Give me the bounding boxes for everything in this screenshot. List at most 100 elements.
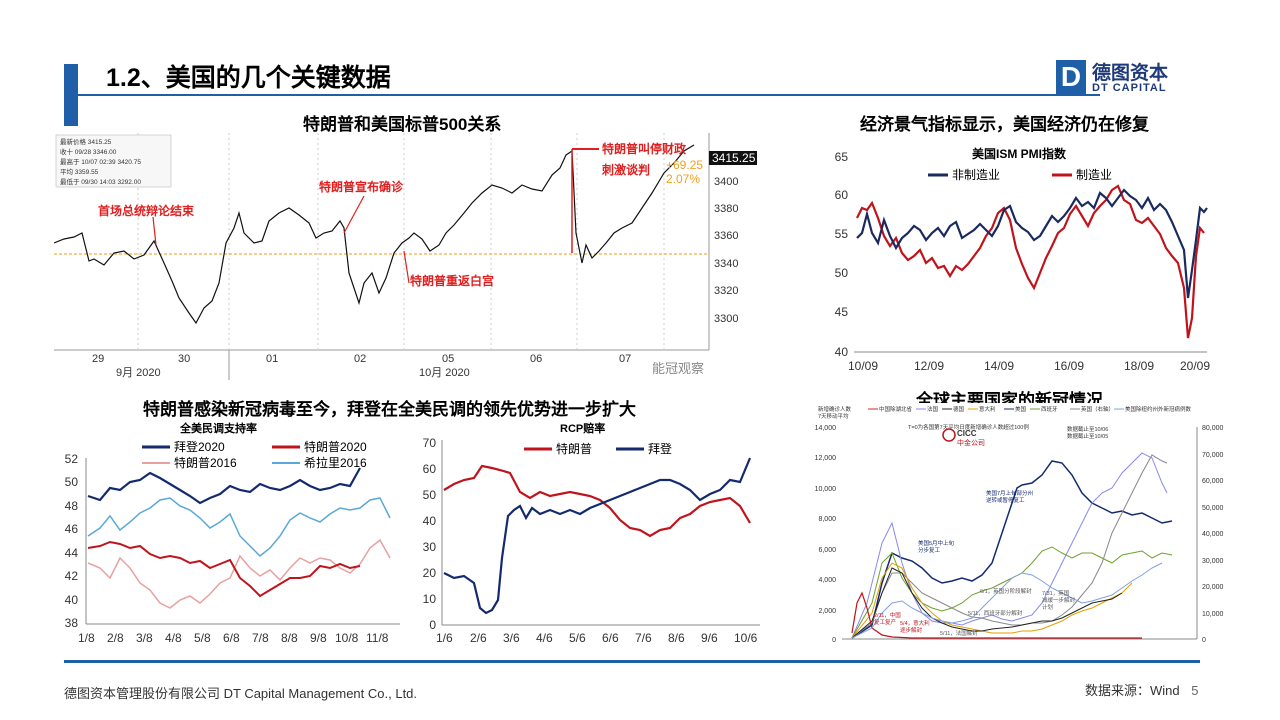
svg-text:6/8: 6/8 (223, 631, 240, 645)
svg-text:8/8: 8/8 (281, 631, 298, 645)
svg-text:12,000: 12,000 (815, 455, 837, 462)
annotation-stimulus-1: 特朗普叫停财政 (602, 141, 687, 156)
covid-annotation-italy: 5/4，意大利 (900, 619, 930, 627)
polls-title: 全美民调支持率 (179, 421, 257, 435)
svg-text:20: 20 (423, 566, 437, 580)
svg-text:45: 45 (835, 305, 849, 319)
svg-text:逐步解封: 逐步解封 (900, 626, 923, 634)
svg-text:5/11，法国解封: 5/11，法国解封 (940, 629, 978, 637)
svg-text:最低于 09/30 14:03 3292.00: 最低于 09/30 14:03 3292.00 (60, 177, 141, 186)
svg-text:逆转或暂停复工: 逆转或暂停复工 (986, 496, 1025, 504)
svg-text:复工复产: 复工复产 (874, 618, 897, 626)
svg-text:希拉里2016: 希拉里2016 (304, 455, 367, 470)
svg-text:11/8: 11/8 (366, 631, 389, 645)
svg-text:14/09: 14/09 (984, 359, 1014, 373)
svg-text:T=0为各国第7天平均日度新增确诊人数超过100例: T=0为各国第7天平均日度新增确诊人数超过100例 (908, 423, 1029, 431)
svg-text:中国除湖北省: 中国除湖北省 (879, 405, 913, 413)
covid-annotation-may: 美国5月中上旬 (918, 539, 955, 547)
legend-mfg: 制造业 (1076, 168, 1112, 182)
sp500-chart: 首场总统辩论结束 特朗普宣布确诊 特朗普重返白宫 特朗普叫停财政 刺激谈判 +6… (54, 133, 760, 380)
svg-text:意大利: 意大利 (979, 405, 996, 413)
svg-text:0: 0 (832, 637, 836, 644)
svg-text:10/8: 10/8 (335, 631, 359, 645)
svg-text:5/11，西班牙部分解封: 5/11，西班牙部分解封 (968, 609, 1023, 617)
svg-text:拜登2020: 拜登2020 (174, 439, 225, 454)
svg-text:特朗普2020: 特朗普2020 (304, 439, 367, 454)
svg-text:计划: 计划 (1042, 603, 1053, 611)
svg-text:西班牙: 西班牙 (1041, 405, 1058, 413)
svg-text:1/8: 1/8 (78, 631, 95, 645)
svg-text:平均 3359.55: 平均 3359.55 (60, 167, 99, 176)
svg-text:法国: 法国 (927, 405, 939, 413)
footer-company: 德图资本管理股份有限公司 DT Capital Management Co., … (64, 686, 418, 701)
svg-text:70: 70 (423, 436, 437, 450)
title-accent-bar (64, 64, 78, 126)
svg-text:50,000: 50,000 (1202, 505, 1224, 512)
rcp-odds-chart: RCP赔率 特朗普 拜登 70 60 50 40 30 20 10 0 1/6 … (423, 421, 760, 645)
svg-text:2/6: 2/6 (470, 631, 487, 645)
svg-text:52: 52 (65, 452, 79, 466)
svg-text:3300: 3300 (714, 313, 738, 325)
svg-text:20/09: 20/09 (1180, 359, 1210, 373)
pmi-inner-title: 美国ISM PMI指数 (972, 146, 1067, 161)
svg-text:数据截止至10/06: 数据截止至10/06 (1067, 425, 1108, 433)
svg-text:6/1，英国分阶段解封: 6/1，英国分阶段解封 (980, 587, 1032, 595)
polls-chart: 全美民调支持率 拜登2020 特朗普2020 特朗普2016 希拉里2016 5… (65, 421, 400, 645)
mfg-line (856, 184, 1205, 339)
change-value: +69.25 (666, 158, 703, 172)
svg-text:16/09: 16/09 (1054, 359, 1084, 373)
chart3-title: 特朗普感染新冠病毒至今，拜登在全美民调的领先优势进一步扩大 (143, 400, 636, 419)
svg-text:44: 44 (65, 546, 79, 560)
svg-text:9/8: 9/8 (310, 631, 327, 645)
svg-text:01: 01 (266, 353, 278, 365)
svg-text:收十 09/28 3346.00: 收十 09/28 3346.00 (60, 147, 117, 156)
svg-text:12/09: 12/09 (914, 359, 944, 373)
svg-text:10/09: 10/09 (848, 359, 878, 373)
footer-source: 数据来源：Wind 5 (1085, 680, 1198, 699)
svg-text:4/8: 4/8 (165, 631, 182, 645)
svg-text:50: 50 (65, 475, 79, 489)
svg-text:2/8: 2/8 (107, 631, 124, 645)
svg-text:美国除纽约州外新冠病例数: 美国除纽约州外新冠病例数 (1125, 405, 1192, 413)
svg-text:20,000: 20,000 (1202, 584, 1224, 591)
svg-text:30,000: 30,000 (1202, 558, 1224, 565)
svg-text:3380: 3380 (714, 203, 738, 215)
svg-text:3360: 3360 (714, 230, 738, 242)
svg-text:英国（右轴）: 英国（右轴） (1081, 405, 1114, 413)
svg-text:40: 40 (65, 593, 79, 607)
svg-text:4,000: 4,000 (818, 577, 836, 584)
svg-text:4/6: 4/6 (536, 631, 553, 645)
svg-text:40,000: 40,000 (1202, 531, 1224, 538)
logo-mark: D (1056, 60, 1086, 94)
svg-text:德国: 德国 (953, 405, 965, 413)
annotation-return: 特朗普重返白宫 (410, 273, 494, 288)
svg-text:7/6: 7/6 (635, 631, 652, 645)
svg-text:8/6: 8/6 (668, 631, 685, 645)
non-mfg-line (856, 188, 1208, 299)
covid-chart: 新增确诊人数 7天移动平均 中国除湖北省 法国 德国 意大利 美国 西班牙 英国… (812, 403, 1232, 658)
svg-text:1/6: 1/6 (436, 631, 453, 645)
svg-text:60,000: 60,000 (1202, 478, 1224, 485)
watermark: 能冠观察 (652, 361, 704, 376)
svg-text:29: 29 (92, 353, 104, 365)
svg-text:中金公司: 中金公司 (957, 438, 985, 447)
annotation-diagnosis: 特朗普宣布确诊 (319, 179, 404, 194)
svg-text:分步复工: 分步复工 (918, 546, 941, 554)
svg-text:80,000: 80,000 (1202, 425, 1224, 432)
svg-text:42: 42 (65, 569, 79, 583)
svg-text:CICC: CICC (957, 429, 977, 438)
svg-text:减缓一步解封: 减缓一步解封 (1042, 596, 1076, 604)
svg-text:7/31，英国: 7/31，英国 (1042, 589, 1070, 597)
svg-text:2,000: 2,000 (818, 608, 836, 615)
svg-text:3320: 3320 (714, 285, 738, 297)
svg-text:10,000: 10,000 (815, 486, 837, 493)
footer-rule (64, 660, 1200, 663)
last-price-tag: 3415.25 (712, 151, 756, 165)
svg-text:14,000: 14,000 (815, 425, 837, 432)
svg-text:0: 0 (429, 618, 436, 632)
change-percent: 2.07% (666, 172, 700, 186)
company-logo: D 德图资本 DT CAPITAL (1056, 60, 1186, 100)
svg-text:8,000: 8,000 (818, 516, 836, 523)
svg-text:10/6: 10/6 (734, 631, 758, 645)
svg-text:6/6: 6/6 (602, 631, 619, 645)
